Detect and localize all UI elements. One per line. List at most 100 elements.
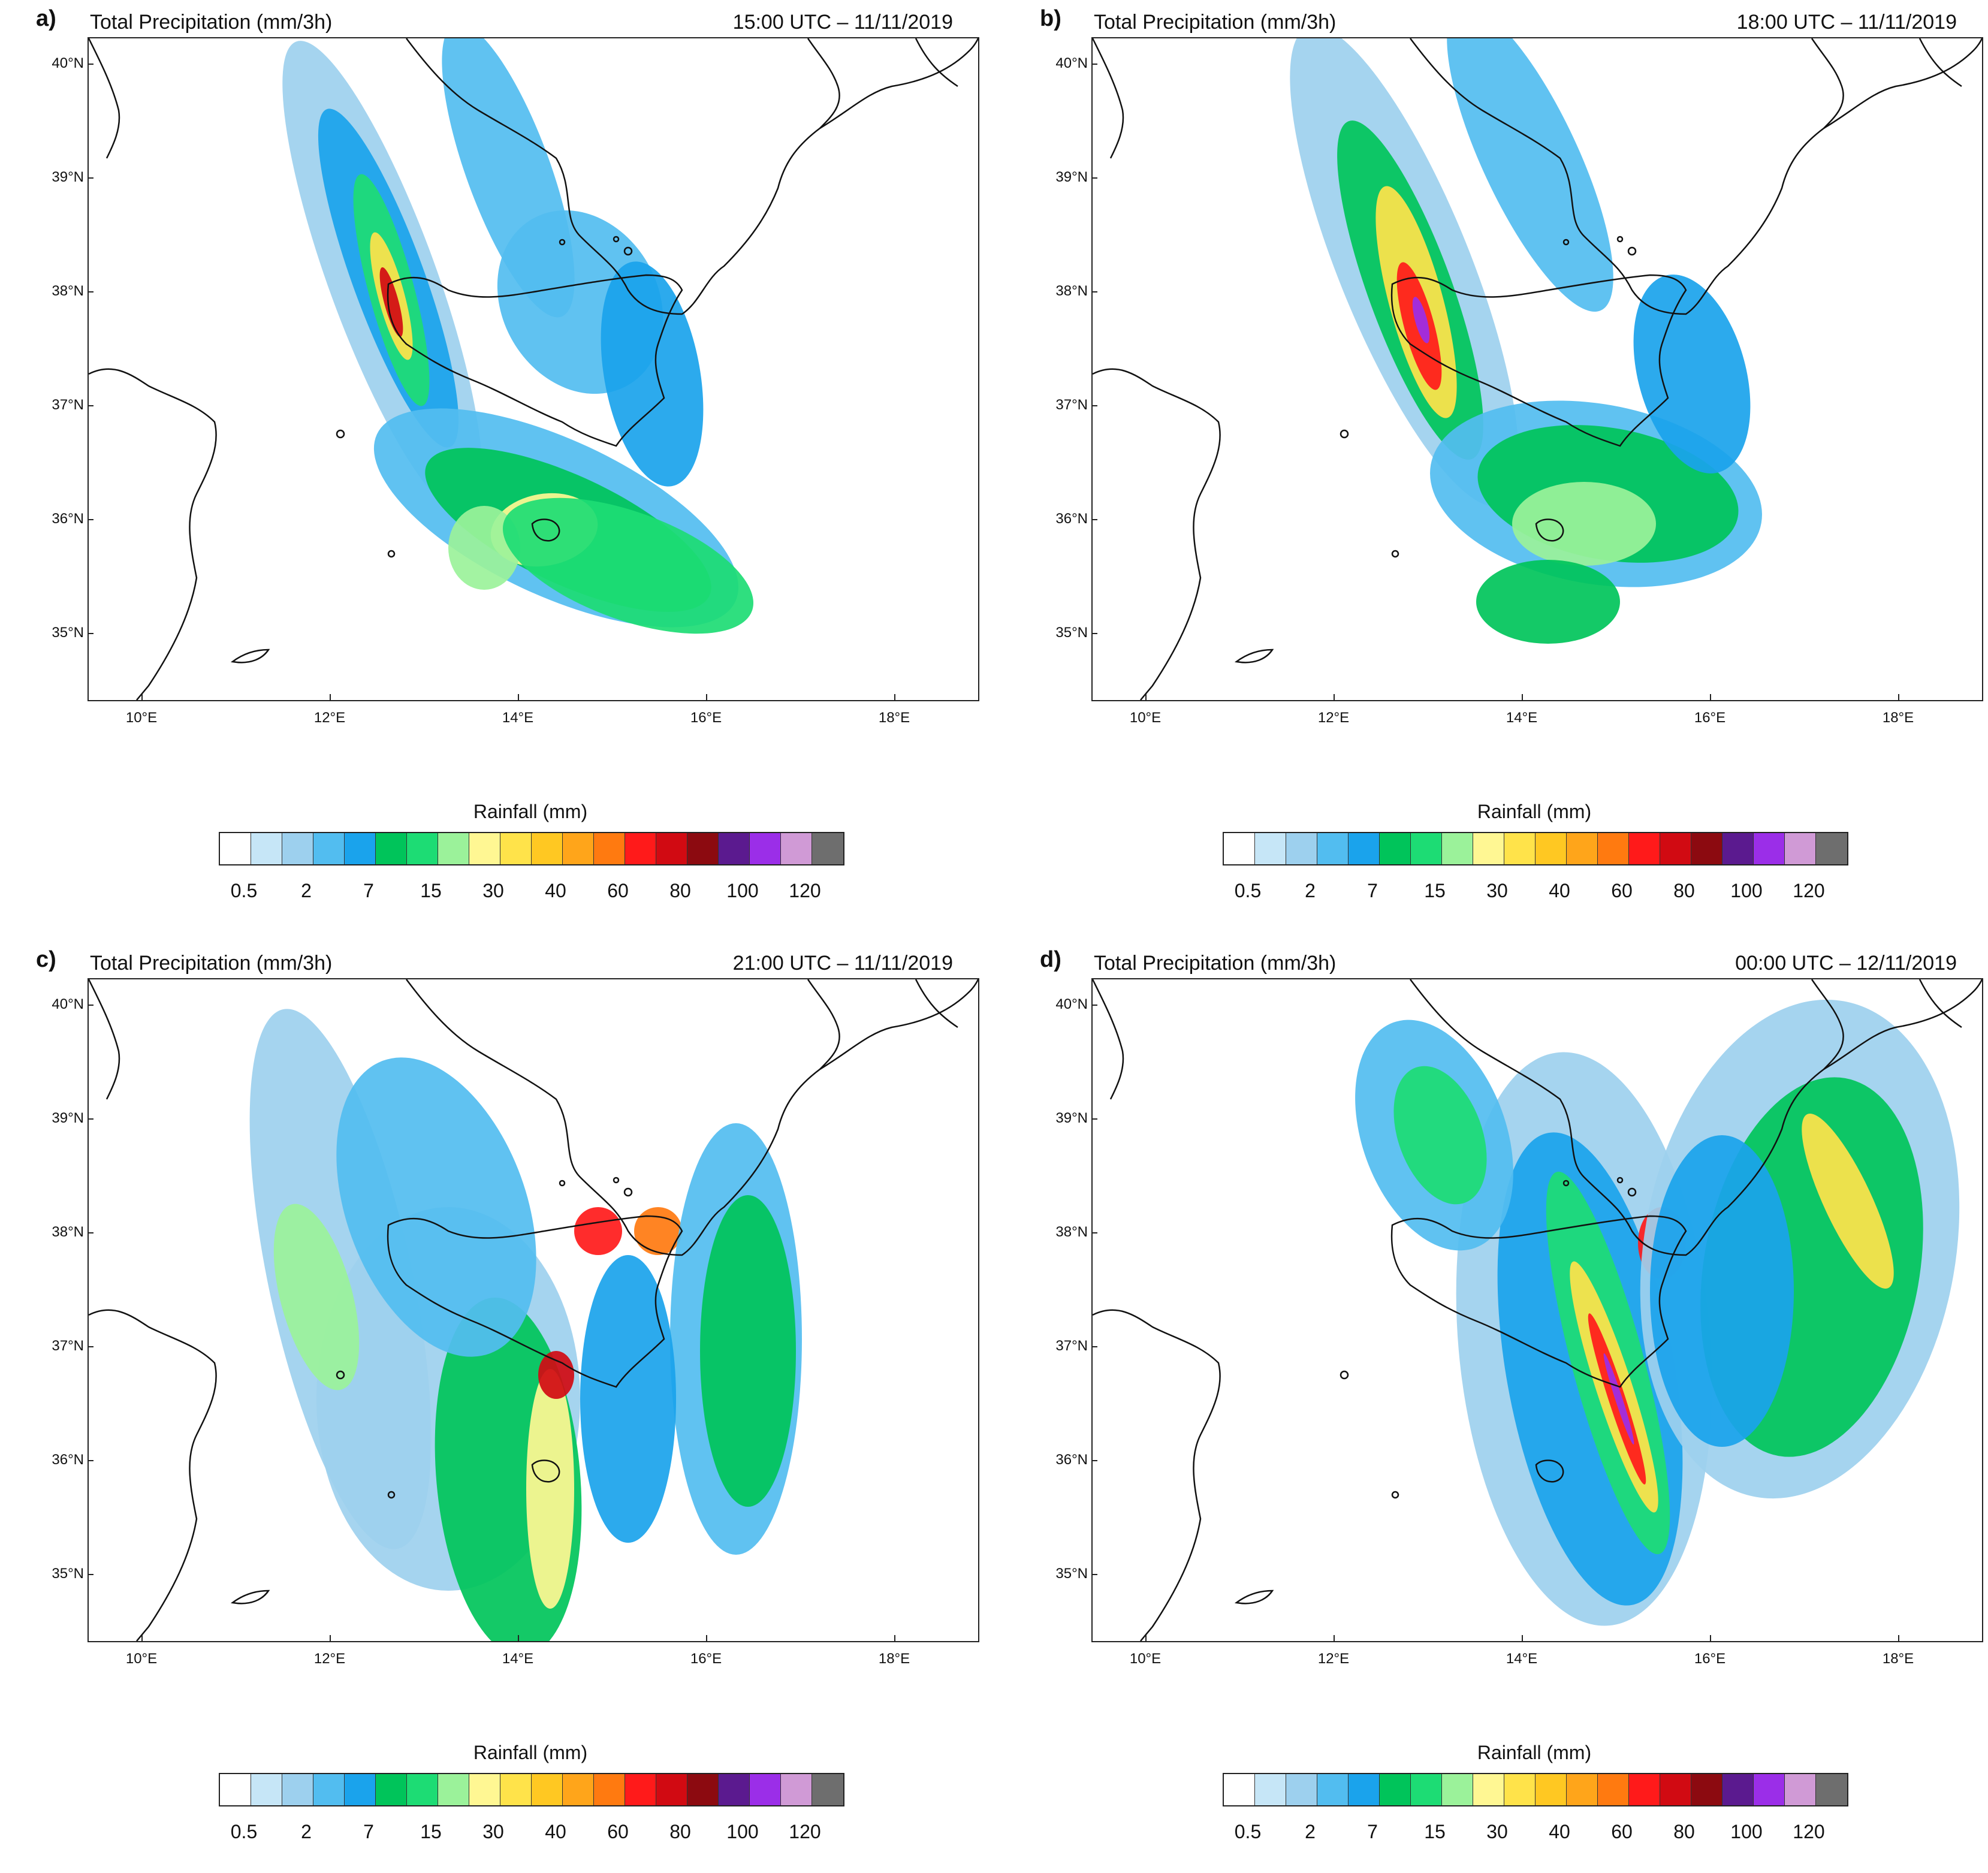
colorbar-swatch bbox=[1317, 1774, 1349, 1805]
colorbar-label: 7 bbox=[363, 880, 374, 901]
latitude-label: 38°N bbox=[52, 283, 84, 299]
latitude-label: 36°N bbox=[52, 511, 84, 527]
lat-tick bbox=[88, 633, 93, 634]
colorbar-swatch bbox=[251, 1774, 282, 1805]
colorbar-label: 30 bbox=[1486, 880, 1508, 901]
panel-letter: b) bbox=[1040, 6, 1061, 31]
colorbar-swatch bbox=[812, 1774, 843, 1805]
colorbar-swatch bbox=[345, 1774, 376, 1805]
colorbar-label: 40 bbox=[545, 880, 566, 901]
precip-panel-b: b) Total Precipitation (mm/3h) 18:00 UTC… bbox=[1040, 6, 1988, 932]
colorbar-label: 60 bbox=[607, 1821, 629, 1842]
colorbar-swatch bbox=[1473, 1774, 1504, 1805]
longitude-label: 14°E bbox=[1506, 710, 1538, 726]
colorbar-swatch bbox=[345, 833, 376, 864]
lat-tick bbox=[1091, 64, 1097, 65]
rain-contour bbox=[1603, 1353, 1634, 1445]
panel-letter: c) bbox=[36, 947, 56, 972]
panel-time: 15:00 UTC – 11/11/2019 bbox=[732, 11, 953, 34]
colorbar-title: Rainfall (mm) bbox=[1477, 801, 1592, 822]
colorbar-label: 40 bbox=[545, 1821, 566, 1842]
colorbar-swatch bbox=[407, 833, 438, 864]
panel-title: Total Precipitation (mm/3h) bbox=[1094, 952, 1337, 975]
latitude-label: 35°N bbox=[52, 1566, 84, 1582]
colorbar-swatch bbox=[1754, 1774, 1785, 1805]
rain-contour bbox=[580, 1255, 676, 1543]
longitude-label: 18°E bbox=[1882, 1651, 1914, 1667]
colorbar-swatch bbox=[563, 833, 594, 864]
rain-contour bbox=[1447, 38, 1613, 312]
colorbar-label: 40 bbox=[1549, 880, 1570, 901]
colorbar-label: 0.5 bbox=[230, 1821, 258, 1842]
colorbar bbox=[1223, 832, 1848, 865]
colorbar-label: 0.5 bbox=[1234, 1821, 1262, 1842]
colorbar-swatch bbox=[1224, 833, 1255, 864]
longitude-label: 10°E bbox=[1129, 1651, 1162, 1667]
colorbar-label: 7 bbox=[1367, 1821, 1378, 1842]
lat-tick bbox=[88, 405, 93, 406]
colorbar-swatch bbox=[656, 1774, 687, 1805]
colorbar-label: 15 bbox=[420, 880, 442, 901]
rainfall-field bbox=[1355, 999, 1960, 1626]
colorbar-swatch bbox=[1473, 833, 1504, 864]
lat-tick bbox=[88, 291, 93, 292]
lat-tick bbox=[1091, 291, 1097, 292]
colorbar-swatch bbox=[1411, 833, 1442, 864]
colorbar-label: 7 bbox=[1367, 880, 1378, 901]
colorbar-label: 100 bbox=[726, 1821, 759, 1842]
lon-tick bbox=[330, 694, 331, 700]
colorbar-swatch bbox=[1504, 833, 1536, 864]
colorbar-swatch bbox=[376, 1774, 407, 1805]
colorbar-swatch bbox=[500, 833, 532, 864]
longitude-label: 16°E bbox=[1694, 1651, 1726, 1667]
latitude-label: 36°N bbox=[1055, 1452, 1088, 1468]
coastlines bbox=[1093, 979, 1982, 1641]
colorbar-swatch bbox=[1660, 1774, 1691, 1805]
precip-panel-a: a) Total Precipitation (mm/3h) 15:00 UTC… bbox=[36, 6, 1007, 932]
colorbar-swatch bbox=[251, 833, 282, 864]
panel-title: Total Precipitation (mm/3h) bbox=[90, 952, 333, 975]
lat-tick bbox=[88, 177, 93, 179]
lon-tick bbox=[1145, 694, 1147, 700]
rainfall-field bbox=[282, 38, 754, 634]
latitude-label: 40°N bbox=[1055, 55, 1088, 71]
colorbar-swatch bbox=[1536, 1774, 1567, 1805]
colorbar-swatch bbox=[1598, 833, 1629, 864]
colorbar-swatch bbox=[313, 833, 345, 864]
colorbar-swatch bbox=[1286, 833, 1317, 864]
colorbar-swatch bbox=[1754, 833, 1785, 864]
lon-tick bbox=[1898, 694, 1899, 700]
latitude-label: 39°N bbox=[1055, 1110, 1088, 1126]
colorbar-swatch bbox=[469, 833, 500, 864]
colorbar-swatch bbox=[563, 1774, 594, 1805]
panel-letter: d) bbox=[1040, 947, 1061, 972]
latitude-label: 38°N bbox=[1055, 283, 1088, 299]
colorbar-label: 120 bbox=[1793, 1821, 1825, 1842]
colorbar-swatch bbox=[376, 833, 407, 864]
colorbar-label: 60 bbox=[607, 880, 629, 901]
rain-contour bbox=[379, 267, 403, 337]
colorbar-swatch bbox=[625, 833, 656, 864]
colorbar-swatch bbox=[1567, 833, 1598, 864]
colorbar-label: 60 bbox=[1611, 1821, 1633, 1842]
latitude-label: 39°N bbox=[1055, 169, 1088, 185]
lon-tick bbox=[1334, 1635, 1335, 1641]
lat-tick bbox=[1091, 1460, 1097, 1461]
colorbar-swatch bbox=[282, 1774, 313, 1805]
colorbar-swatch bbox=[1224, 1774, 1255, 1805]
colorbar-label: 120 bbox=[1793, 880, 1825, 901]
map-svg bbox=[89, 38, 978, 700]
colorbar-swatch bbox=[1317, 833, 1349, 864]
rain-contour bbox=[574, 1207, 622, 1255]
rain-contour bbox=[1412, 297, 1430, 343]
colorbar-swatch bbox=[1816, 833, 1847, 864]
latitude-label: 38°N bbox=[1055, 1224, 1088, 1240]
colorbar-swatch bbox=[1255, 1774, 1286, 1805]
lon-tick bbox=[518, 694, 519, 700]
colorbar-title: Rainfall (mm) bbox=[473, 801, 588, 822]
lon-tick bbox=[894, 1635, 895, 1641]
lat-tick bbox=[1091, 1574, 1097, 1575]
colorbar-swatch bbox=[469, 1774, 500, 1805]
longitude-label: 12°E bbox=[313, 1651, 346, 1667]
lat-tick bbox=[1091, 1346, 1097, 1347]
